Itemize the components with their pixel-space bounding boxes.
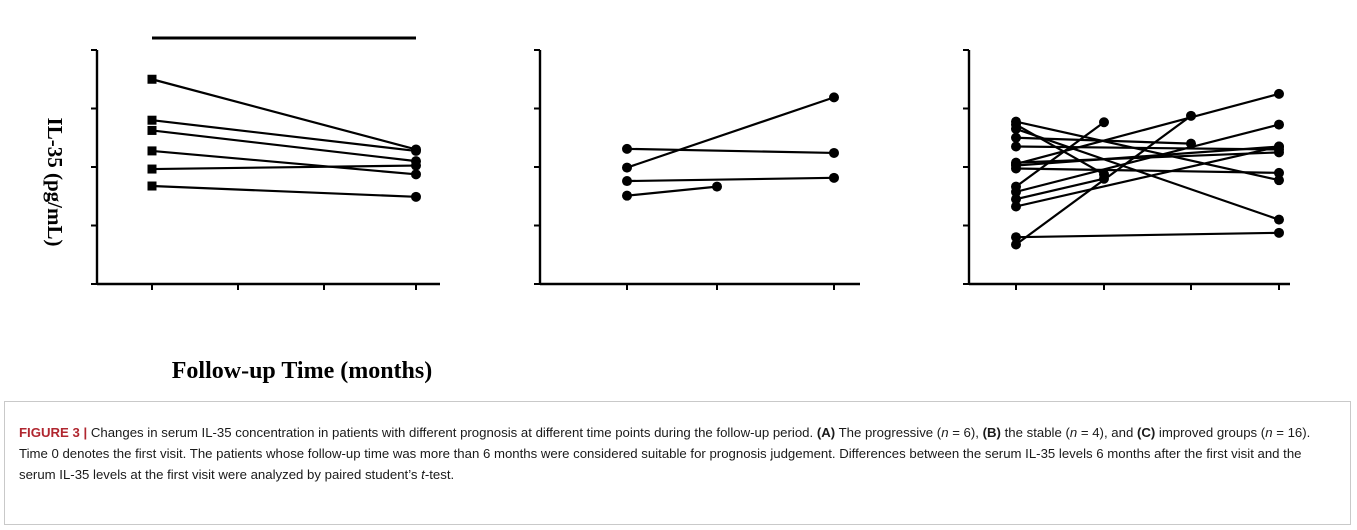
data-point-circle bbox=[1274, 88, 1284, 99]
data-series bbox=[1011, 119, 1284, 197]
figure-caption-label: FIGURE 3 | bbox=[19, 425, 88, 440]
series-line bbox=[1015, 114, 1192, 246]
data-point-circle bbox=[1011, 132, 1021, 143]
figure-caption-box: FIGURE 3 | Changes in serum IL-35 concen… bbox=[4, 401, 1351, 525]
y-axis-title: IL-35 (pg/mL) bbox=[43, 118, 67, 247]
series-line bbox=[626, 185, 718, 197]
data-point-circle bbox=[622, 162, 632, 173]
data-series bbox=[1011, 117, 1109, 192]
data-point-circle bbox=[1274, 167, 1284, 178]
series-line bbox=[151, 164, 417, 171]
data-point-square bbox=[147, 115, 157, 125]
caption-segment: = 6), bbox=[948, 425, 983, 440]
caption-segment: the stable ( bbox=[1000, 425, 1070, 440]
data-series bbox=[1011, 110, 1196, 250]
data-point-circle bbox=[622, 190, 632, 201]
data-series bbox=[147, 115, 421, 156]
series-line bbox=[626, 176, 835, 183]
data-point-circle bbox=[1011, 201, 1021, 212]
series-line bbox=[151, 149, 417, 176]
caption-segment: n bbox=[1069, 425, 1078, 440]
data-point-square bbox=[147, 146, 157, 156]
series-line bbox=[1015, 145, 1280, 167]
series-line bbox=[1015, 231, 1280, 239]
data-series bbox=[147, 146, 421, 180]
data-point-square bbox=[147, 125, 157, 135]
data-series bbox=[622, 172, 839, 187]
data-point-circle bbox=[1274, 175, 1284, 186]
caption-segment: (A) bbox=[816, 425, 836, 440]
data-point-square bbox=[147, 164, 157, 174]
series-line bbox=[151, 119, 417, 153]
caption-segment: The progressive ( bbox=[835, 425, 942, 440]
data-series bbox=[147, 160, 421, 174]
data-point-circle bbox=[411, 169, 421, 180]
data-point-circle bbox=[1011, 239, 1021, 250]
data-series bbox=[1011, 141, 1284, 212]
data-point-circle bbox=[1274, 119, 1284, 130]
data-point-circle bbox=[622, 176, 632, 187]
data-point-circle bbox=[411, 191, 421, 202]
caption-segment: = 4), and bbox=[1077, 425, 1137, 440]
data-series bbox=[1011, 88, 1284, 170]
figure-caption: FIGURE 3 | Changes in serum IL-35 concen… bbox=[19, 422, 1339, 485]
data-series bbox=[1011, 123, 1284, 225]
data-point-circle bbox=[411, 160, 421, 171]
data-point-circle bbox=[1011, 186, 1021, 197]
caption-segment: t bbox=[421, 467, 425, 482]
series-line bbox=[1015, 167, 1280, 174]
x-axis-title: Follow-up Time (months) bbox=[172, 358, 432, 384]
caption-segment: (C) bbox=[1136, 425, 1156, 440]
series-line bbox=[151, 78, 417, 151]
series-line bbox=[626, 96, 835, 169]
series-line bbox=[1015, 145, 1280, 208]
series-line bbox=[1015, 177, 1105, 201]
data-point-circle bbox=[1011, 194, 1021, 205]
series-line bbox=[1015, 120, 1280, 182]
data-point-square bbox=[147, 181, 157, 191]
caption-segment: n bbox=[1265, 425, 1273, 440]
data-series bbox=[622, 181, 722, 201]
data-point-circle bbox=[1011, 141, 1021, 152]
data-series bbox=[147, 181, 421, 202]
data-series bbox=[622, 143, 839, 158]
caption-segment: -test. bbox=[424, 467, 455, 482]
data-series bbox=[622, 92, 839, 173]
data-point-circle bbox=[829, 92, 839, 103]
chart-panel-a bbox=[91, 36, 440, 290]
series-line bbox=[151, 184, 417, 198]
chart-panel-b bbox=[534, 49, 860, 290]
data-point-square bbox=[147, 74, 157, 84]
data-series bbox=[147, 74, 421, 155]
data-point-circle bbox=[1274, 141, 1284, 152]
series-line bbox=[1015, 123, 1280, 193]
data-point-circle bbox=[1011, 123, 1021, 134]
data-point-circle bbox=[1011, 232, 1021, 243]
data-point-circle bbox=[829, 147, 839, 158]
series-line bbox=[1015, 121, 1105, 188]
caption-segment: (B) bbox=[982, 425, 1001, 440]
data-point-circle bbox=[1099, 117, 1109, 128]
caption-segment: improved groups ( bbox=[1155, 425, 1266, 440]
data-point-circle bbox=[829, 172, 839, 183]
figure-caption-body: Changes in serum IL-35 concentration in … bbox=[19, 425, 1310, 482]
data-point-circle bbox=[712, 181, 722, 192]
caption-segment: Changes in serum IL-35 concentration in … bbox=[87, 425, 817, 440]
data-point-circle bbox=[1274, 214, 1284, 225]
chart-panels bbox=[91, 36, 1290, 290]
data-point-circle bbox=[1011, 159, 1021, 170]
series-line bbox=[626, 147, 835, 155]
caption-segment: = 16). Time 0 denotes the first visit. T… bbox=[19, 425, 1311, 482]
series-line bbox=[1015, 92, 1280, 166]
data-point-circle bbox=[1274, 227, 1284, 238]
data-series bbox=[1011, 227, 1284, 243]
data-point-circle bbox=[411, 145, 421, 156]
chart-panel-c bbox=[963, 49, 1290, 290]
series-line bbox=[151, 129, 417, 163]
series-line bbox=[1015, 127, 1280, 221]
caption-segment: n bbox=[941, 425, 949, 440]
data-point-circle bbox=[622, 143, 632, 154]
